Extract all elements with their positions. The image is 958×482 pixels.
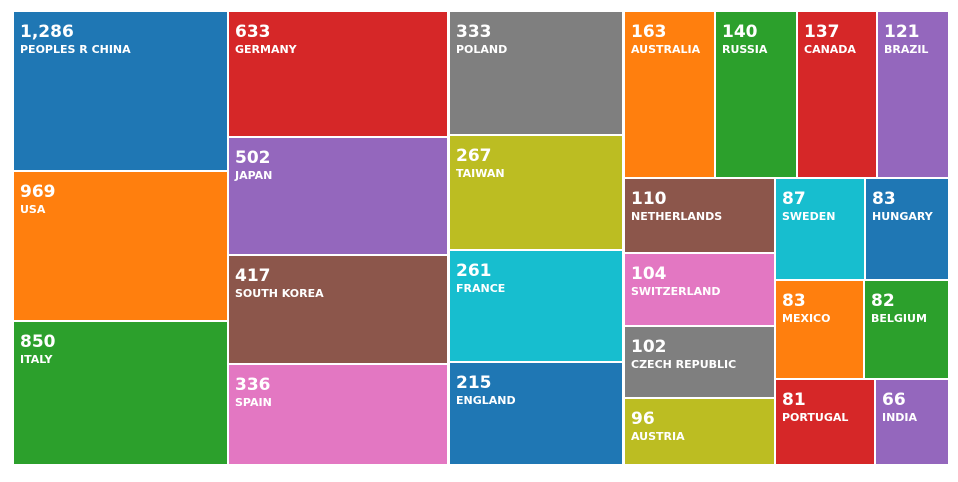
tile-value-label: 110 (631, 189, 667, 209)
treemap-tile[interactable]: 121 BRAZIL (878, 12, 948, 177)
tile-value-label: 104 (631, 264, 667, 284)
treemap-tile[interactable]: 87 SWEDEN (776, 179, 864, 279)
treemap-tile[interactable]: 81 PORTUGAL (776, 380, 874, 464)
tile-category-label: PORTUGAL (782, 411, 849, 424)
tile-value-label: 1,286 (20, 22, 74, 42)
treemap-tile[interactable]: 163 AUSTRALIA (625, 12, 714, 177)
tile-category-label: TAIWAN (456, 167, 505, 180)
tile-category-label: BRAZIL (884, 43, 929, 56)
tile-value-label: 82 (871, 291, 895, 311)
treemap-tile[interactable]: 82 BELGIUM (865, 281, 948, 378)
tile-category-label: SOUTH KOREA (235, 287, 324, 300)
tile-value-label: 81 (782, 390, 806, 410)
tile-value-label: 87 (782, 189, 806, 209)
tile-category-label: PEOPLES R CHINA (20, 43, 131, 56)
treemap-tile[interactable]: 333 POLAND (450, 12, 622, 134)
treemap-tile[interactable]: 110 NETHERLANDS (625, 179, 774, 252)
tile-value-label: 96 (631, 409, 655, 429)
treemap-tile[interactable]: 140 RUSSIA (716, 12, 796, 177)
treemap-tile[interactable]: 83 MEXICO (776, 281, 863, 378)
tile-category-label: AUSTRIA (631, 430, 685, 443)
tile-value-label: 633 (235, 22, 271, 42)
treemap-tile[interactable]: 267 TAIWAN (450, 136, 622, 249)
tile-value-label: 417 (235, 266, 271, 286)
tile-category-label: SWEDEN (782, 210, 836, 223)
treemap-tile[interactable]: 417 SOUTH KOREA (229, 256, 447, 363)
tile-value-label: 102 (631, 337, 667, 357)
tile-category-label: POLAND (456, 43, 508, 56)
tile-category-label: HUNGARY (872, 210, 933, 223)
tile-category-label: CZECH REPUBLIC (631, 358, 737, 371)
tile-value-label: 83 (782, 291, 806, 311)
tile-value-label: 215 (456, 373, 492, 393)
treemap-tile[interactable]: 969 USA (14, 172, 227, 320)
tile-category-label: FRANCE (456, 282, 506, 295)
treemap-tile[interactable]: 1,286 PEOPLES R CHINA (14, 12, 227, 170)
treemap-tile[interactable]: 850 ITALY (14, 322, 227, 464)
tile-value-label: 267 (456, 146, 492, 166)
tile-value-label: 261 (456, 261, 492, 281)
tile-category-label: SPAIN (235, 396, 272, 409)
tile-value-label: 163 (631, 22, 667, 42)
treemap-tile[interactable]: 104 SWITZERLAND (625, 254, 774, 325)
tile-category-label: ENGLAND (456, 394, 516, 407)
treemap-tile[interactable]: 633 GERMANY (229, 12, 447, 136)
tile-category-label: RUSSIA (722, 43, 768, 56)
tile-value-label: 66 (882, 390, 906, 410)
tile-category-label: CANADA (804, 43, 856, 56)
treemap-tile[interactable]: 137 CANADA (798, 12, 876, 177)
treemap-tile[interactable]: 215 ENGLAND (450, 363, 622, 464)
treemap-tile[interactable]: 502 JAPAN (229, 138, 447, 254)
tile-category-label: MEXICO (782, 312, 831, 325)
tile-value-label: 850 (20, 332, 56, 352)
treemap-tile[interactable]: 261 FRANCE (450, 251, 622, 361)
tile-value-label: 502 (235, 148, 271, 168)
tile-value-label: 121 (884, 22, 920, 42)
treemap-tile[interactable]: 102 CZECH REPUBLIC (625, 327, 774, 397)
tile-value-label: 969 (20, 182, 56, 202)
tile-category-label: INDIA (882, 411, 918, 424)
tile-category-label: NETHERLANDS (631, 210, 723, 223)
tile-value-label: 336 (235, 375, 271, 395)
tile-category-label: JAPAN (235, 169, 273, 182)
tile-category-label: ITALY (20, 353, 53, 366)
treemap-tile[interactable]: 66 INDIA (876, 380, 948, 464)
treemap-tile[interactable]: 96 AUSTRIA (625, 399, 774, 464)
treemap-tile[interactable]: 83 HUNGARY (866, 179, 948, 279)
tile-value-label: 137 (804, 22, 840, 42)
treemap-tile[interactable]: 336 SPAIN (229, 365, 447, 464)
tile-category-label: USA (20, 203, 46, 216)
tile-value-label: 140 (722, 22, 758, 42)
tile-value-label: 333 (456, 22, 492, 42)
tile-value-label: 83 (872, 189, 896, 209)
tile-category-label: GERMANY (235, 43, 297, 56)
tile-category-label: BELGIUM (871, 312, 927, 325)
tile-category-label: SWITZERLAND (631, 285, 721, 298)
tile-category-label: AUSTRALIA (631, 43, 701, 56)
